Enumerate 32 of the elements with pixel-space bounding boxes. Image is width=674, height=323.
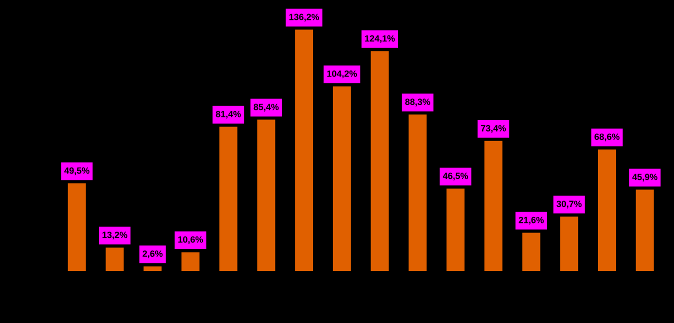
data-label: 88,3% (405, 98, 430, 106)
data-label: 136,2% (289, 14, 320, 22)
bar (295, 30, 314, 271)
data-label: 21,6% (518, 216, 544, 225)
data-label: 73,4% (481, 125, 506, 133)
bar (408, 114, 427, 271)
bar (446, 188, 465, 271)
data-label: 85,4% (254, 104, 279, 112)
data-label: 49,5% (64, 167, 90, 176)
bar (522, 232, 540, 271)
data-label: 124,1% (365, 35, 395, 43)
data-label: 68,6% (594, 134, 620, 142)
bar (370, 51, 389, 271)
data-label: 10,6% (178, 236, 203, 244)
data-label: 104,2% (327, 70, 357, 78)
data-label: 2,6% (142, 250, 163, 258)
data-label: 46,5% (442, 172, 468, 180)
data-label: 81,4% (216, 110, 241, 119)
bar (636, 190, 654, 271)
bar (257, 120, 276, 271)
bar (560, 216, 578, 271)
bar (144, 266, 162, 271)
bar (598, 149, 616, 271)
bar (332, 86, 351, 271)
data-label: 13,2% (102, 232, 128, 240)
data-label: 45,9% (632, 174, 658, 182)
data-label: 30,7% (556, 200, 582, 208)
bar (68, 183, 86, 271)
bar (484, 140, 502, 271)
bar (181, 252, 200, 271)
bar (106, 248, 124, 271)
bar (219, 126, 238, 271)
